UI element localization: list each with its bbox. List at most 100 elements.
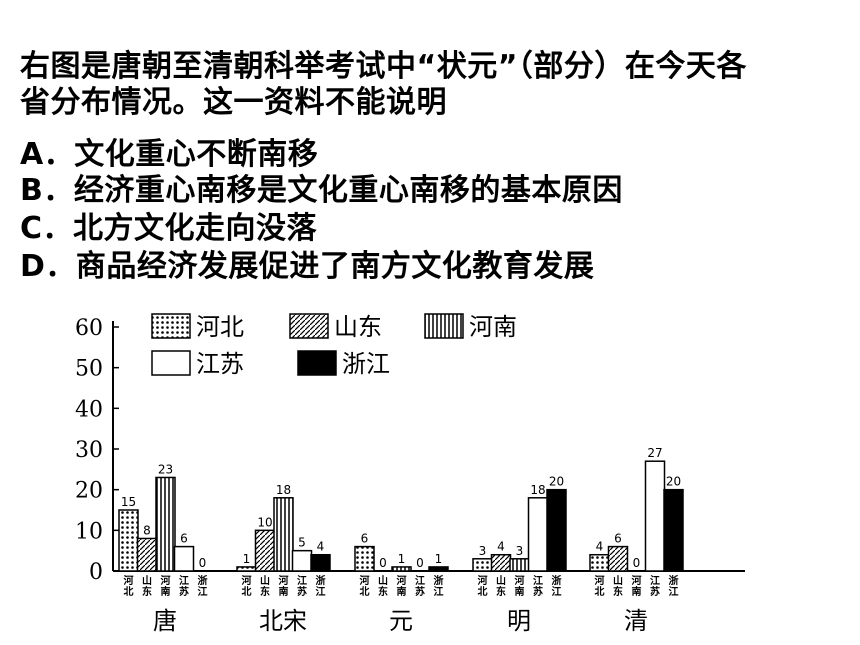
option-b[interactable]: B．经济重心南移是文化重心南移的基本原因 bbox=[20, 173, 623, 208]
province-tick-label: 东 bbox=[378, 585, 388, 598]
data-label: 6 bbox=[614, 532, 622, 546]
province-tick-label: 河 bbox=[632, 575, 642, 587]
data-label: 18 bbox=[530, 483, 545, 497]
province-tick-label: 江 bbox=[198, 585, 208, 598]
y-tick-label: 20 bbox=[75, 479, 103, 504]
province-tick-label: 江 bbox=[297, 574, 307, 587]
province-tick-label: 苏 bbox=[297, 585, 307, 598]
bar-浙江-北宋 bbox=[310, 553, 331, 572]
province-tick-label: 山 bbox=[496, 574, 506, 587]
province-tick-label: 北 bbox=[478, 585, 488, 598]
province-tick-label: 浙 bbox=[198, 574, 208, 587]
province-tick-label: 苏 bbox=[179, 585, 189, 598]
province-tick-label: 山 bbox=[260, 574, 270, 587]
province-tick-label: 山 bbox=[613, 574, 623, 587]
province-tick-label: 南 bbox=[397, 585, 407, 598]
province-tick-label: 河 bbox=[515, 575, 525, 587]
province-tick-label: 江 bbox=[552, 585, 562, 598]
bar-河南-元 bbox=[391, 566, 412, 572]
legend-label: 山东 bbox=[334, 313, 382, 341]
y-tick-label: 50 bbox=[75, 357, 103, 382]
province-tick-label: 北 bbox=[124, 585, 134, 598]
province-tick-label: 南 bbox=[161, 585, 171, 598]
data-label: 4 bbox=[317, 540, 325, 554]
legend-swatch-江苏 bbox=[151, 350, 191, 376]
data-label: 0 bbox=[416, 556, 424, 570]
data-label: 6 bbox=[180, 532, 188, 546]
province-tick-label: 北 bbox=[360, 585, 370, 598]
bar-江苏-北宋 bbox=[291, 549, 313, 572]
data-label: 0 bbox=[199, 556, 207, 570]
data-label: 3 bbox=[516, 544, 524, 558]
province-tick-label: 苏 bbox=[650, 585, 660, 598]
legend-swatch-山东 bbox=[289, 313, 329, 339]
dynasty-label: 明 bbox=[507, 607, 531, 635]
bar-浙江-明 bbox=[546, 488, 567, 572]
bar-江苏-唐 bbox=[173, 545, 195, 572]
data-label: 4 bbox=[596, 540, 604, 554]
province-tick-label: 河 bbox=[124, 575, 134, 587]
province-tick-label: 江 bbox=[533, 574, 543, 587]
data-label: 20 bbox=[549, 475, 564, 489]
province-tick-label: 东 bbox=[613, 585, 623, 598]
option-c[interactable]: C．北方文化走向没落 bbox=[20, 211, 318, 246]
bar-河南-北宋 bbox=[273, 497, 294, 572]
data-label: 6 bbox=[361, 532, 369, 546]
question-stem-line2: 省分布情况。这一资料不能说明 bbox=[20, 85, 447, 120]
y-tick-label: 40 bbox=[75, 397, 103, 422]
data-label: 8 bbox=[143, 523, 151, 537]
province-tick-label: 浙 bbox=[669, 574, 679, 587]
data-label: 23 bbox=[158, 462, 173, 476]
province-tick-label: 河 bbox=[360, 575, 370, 587]
legend-label: 浙江 bbox=[342, 350, 390, 378]
legend-label: 河北 bbox=[196, 313, 244, 341]
province-tick-label: 河 bbox=[397, 575, 407, 587]
chart-labels: 15河北8山东23河南6江苏0浙江唐1河北10山东18河南5江苏4浙江北宋6河北… bbox=[121, 446, 681, 635]
province-tick-label: 东 bbox=[260, 585, 270, 598]
province-tick-label: 山 bbox=[142, 574, 152, 587]
province-tick-label: 河 bbox=[595, 575, 605, 587]
data-label: 27 bbox=[647, 446, 662, 460]
option-d[interactable]: D．商品经济发展促进了南方文化教育发展 bbox=[20, 249, 595, 284]
province-tick-label: 苏 bbox=[415, 585, 425, 598]
province-tick-label: 江 bbox=[650, 574, 660, 587]
province-tick-label: 浙 bbox=[552, 574, 562, 587]
province-tick-label: 山 bbox=[378, 574, 388, 587]
y-tick-label: 10 bbox=[75, 519, 103, 544]
province-tick-label: 江 bbox=[669, 585, 679, 598]
data-label: 1 bbox=[398, 552, 406, 566]
bar-江苏-明 bbox=[527, 497, 549, 572]
data-label: 20 bbox=[666, 475, 681, 489]
data-label: 0 bbox=[633, 556, 641, 570]
bar-山东-清 bbox=[607, 545, 629, 572]
legend-label: 江苏 bbox=[196, 350, 244, 378]
data-label: 15 bbox=[121, 495, 136, 509]
bar-山东-北宋 bbox=[254, 529, 276, 572]
bar-河北-元 bbox=[354, 545, 375, 572]
data-label: 10 bbox=[257, 515, 272, 529]
bar-河北-清 bbox=[589, 553, 610, 572]
bar-山东-明 bbox=[490, 553, 512, 572]
bar-浙江-清 bbox=[663, 488, 684, 572]
dynasty-label: 唐 bbox=[153, 607, 177, 635]
dynasty-label: 清 bbox=[624, 607, 648, 635]
chart-bars bbox=[118, 460, 684, 572]
question-stem-line1: 右图是唐朝至清朝科举考试中“状元”（部分）在今天各 bbox=[20, 49, 747, 84]
option-a[interactable]: A．文化重心不断南移 bbox=[20, 137, 319, 172]
bar-河南-明 bbox=[509, 558, 530, 572]
data-label: 4 bbox=[497, 540, 505, 554]
province-tick-label: 南 bbox=[279, 585, 289, 598]
province-tick-label: 东 bbox=[142, 585, 152, 598]
dynasty-label: 北宋 bbox=[259, 607, 307, 635]
province-tick-label: 江 bbox=[316, 585, 326, 598]
bar-江苏-清 bbox=[644, 460, 666, 572]
data-label: 1 bbox=[435, 552, 443, 566]
province-tick-label: 东 bbox=[496, 585, 506, 598]
province-tick-label: 浙 bbox=[434, 574, 444, 587]
bar-河北-唐 bbox=[118, 509, 139, 572]
province-tick-label: 北 bbox=[242, 585, 252, 598]
province-tick-label: 北 bbox=[595, 585, 605, 598]
